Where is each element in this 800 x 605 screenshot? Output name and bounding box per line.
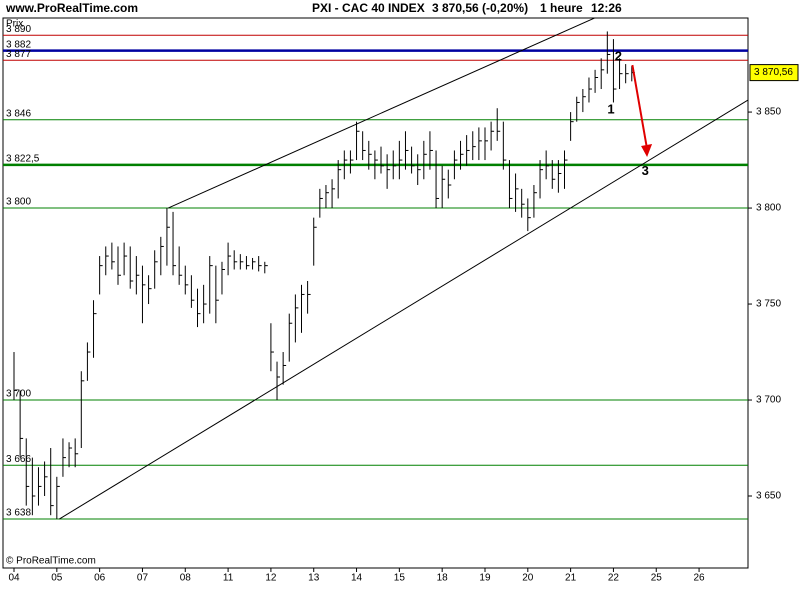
level-label: 3 890 xyxy=(6,24,31,35)
y-tick-label: 3 700 xyxy=(756,395,781,406)
arrow-head xyxy=(641,143,653,157)
y-tick-label: 3 800 xyxy=(756,203,781,214)
level-label: 3 877 xyxy=(6,49,31,60)
x-tick-label: 26 xyxy=(694,573,706,584)
chart-title: PXI - CAC 40 INDEX xyxy=(312,1,425,15)
annotation: 1 xyxy=(607,102,614,117)
last-price-box xyxy=(749,64,799,82)
level-label: 3 846 xyxy=(6,108,31,119)
y-tick-label: 3 750 xyxy=(756,299,781,310)
quote: 3 870,56 (-0,20%) xyxy=(432,1,528,15)
trendline xyxy=(59,99,748,520)
y-label: Prix xyxy=(6,19,23,30)
plot-frame xyxy=(2,17,749,569)
x-tick-label: 07 xyxy=(137,573,149,584)
x-tick-label: 25 xyxy=(651,573,663,584)
x-tick-label: 22 xyxy=(608,573,620,584)
arrow xyxy=(631,64,649,150)
annotation: 2 xyxy=(615,49,622,64)
x-tick-label: 05 xyxy=(51,573,63,584)
level-label: 3 666 xyxy=(6,454,31,465)
last-price-label: 3 870,56 xyxy=(754,67,793,78)
x-tick-label: 06 xyxy=(94,573,106,584)
x-tick-label: 20 xyxy=(522,573,534,584)
y-tick-label: 3 650 xyxy=(756,491,781,502)
footer: © ProRealTime.com xyxy=(6,556,96,567)
level-label: 3 882 xyxy=(6,39,31,50)
level-label: 3 638 xyxy=(6,508,31,519)
x-tick-label: 21 xyxy=(565,573,577,584)
x-tick-label: 08 xyxy=(180,573,192,584)
level-label: 3 822,5 xyxy=(6,153,40,164)
plot xyxy=(3,18,748,520)
level-label: 3 700 xyxy=(6,389,31,400)
x-tick-label: 15 xyxy=(394,573,406,584)
x-tick-label: 12 xyxy=(265,573,277,584)
x-tick-label: 04 xyxy=(8,573,20,584)
y-tick-label: 3 850 xyxy=(756,107,781,118)
level-label: 3 800 xyxy=(6,197,31,208)
x-tick-label: 13 xyxy=(308,573,320,584)
x-tick-label: 11 xyxy=(223,573,234,584)
x-tick-label: 19 xyxy=(479,573,491,584)
annotation: 3 xyxy=(642,163,649,178)
x-tick-label: 18 xyxy=(437,573,449,584)
x-tick-label: 14 xyxy=(351,573,363,584)
period: 1 heure xyxy=(540,1,583,15)
trendline xyxy=(167,18,596,209)
time: 12:26 xyxy=(591,1,622,15)
site: www.ProRealTime.com xyxy=(5,1,138,15)
